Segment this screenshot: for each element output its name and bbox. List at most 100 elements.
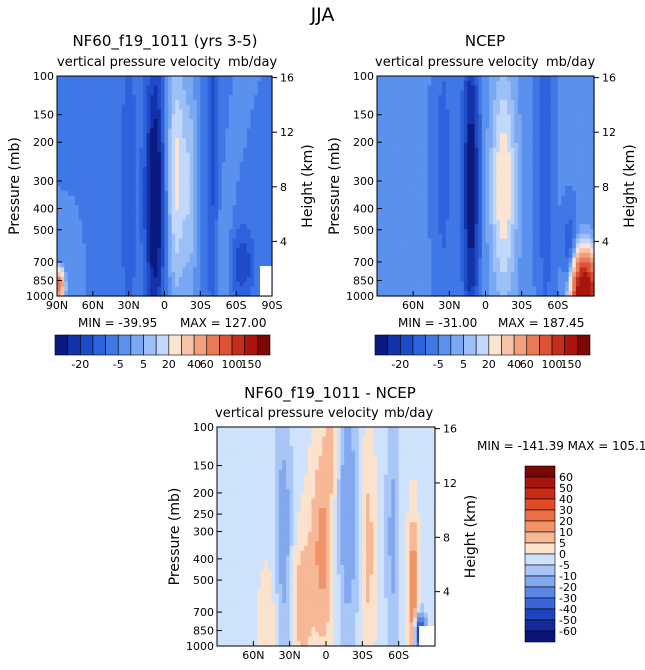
contour-cell: [211, 214, 216, 221]
contour-cell: [445, 186, 450, 192]
contour-cell: [121, 76, 126, 82]
contour-cell: [125, 85, 130, 91]
contour-cell: [405, 186, 411, 192]
contour-cell: [128, 286, 133, 292]
contour-cell: [521, 166, 526, 173]
contour-cell: [78, 152, 83, 158]
contour-cell: [153, 248, 158, 254]
contour-cell: [268, 76, 273, 82]
contour-cell: [536, 171, 541, 178]
contour-cell: [74, 76, 80, 82]
contour-cell: [175, 257, 180, 264]
contour-cell: [532, 147, 537, 154]
contour-cell: [416, 133, 421, 139]
contour-cell: [485, 281, 490, 288]
contour-cell: [434, 276, 440, 283]
contour-cell: [114, 171, 119, 178]
contour-cell: [207, 114, 212, 120]
contour-cell: [405, 257, 411, 264]
contour-cell: [525, 95, 530, 101]
contour-cell: [387, 104, 393, 111]
contour-cell: [78, 286, 83, 292]
contour-cell: [125, 200, 130, 206]
contour-cell: [150, 257, 155, 264]
contour-cell: [499, 109, 505, 115]
contour-cell: [384, 233, 389, 240]
contour-cell: [395, 233, 400, 240]
contour-cell: [257, 195, 262, 201]
contour-cell: [405, 166, 411, 173]
contour-cell: [460, 133, 465, 139]
contour-cell: [236, 104, 241, 111]
contour-cell: [416, 99, 421, 106]
contour-cell: [168, 262, 173, 268]
contour-cell: [496, 276, 501, 283]
contour-cell: [261, 133, 266, 139]
contour-cell: [85, 229, 90, 235]
contour-cell: [211, 171, 216, 178]
contour-cell: [232, 162, 237, 168]
contour-cell: [532, 262, 537, 268]
contour-cell: [478, 229, 483, 235]
contour-cell: [229, 257, 234, 264]
contour-cell: [452, 133, 458, 139]
contour-cell: [405, 123, 411, 130]
contour-cell: [377, 224, 382, 230]
contour-cell: [445, 176, 450, 182]
contour-cell: [514, 109, 519, 115]
contour-cell: [384, 166, 389, 173]
contour-cell: [496, 152, 501, 158]
contour-cell: [132, 281, 137, 288]
contour-cell: [218, 209, 223, 216]
contour-cell: [257, 205, 262, 211]
contour-cell: [539, 233, 544, 240]
contour-cell: [125, 229, 130, 235]
contour-cell: [424, 85, 429, 91]
contour-cell: [236, 95, 241, 101]
contour-cell: [121, 205, 126, 211]
contour-cell: [164, 128, 169, 134]
contour-cell: [186, 267, 191, 273]
contour-cell: [507, 147, 512, 154]
contour-cell: [431, 248, 436, 254]
contour-cell: [60, 257, 65, 264]
contour-cell: [203, 119, 209, 125]
contour-cell: [528, 176, 534, 182]
contour-cell: [452, 181, 458, 187]
contour-cell: [398, 157, 403, 163]
contour-cell: [539, 119, 544, 125]
contour-cell: [456, 123, 461, 130]
contour-cell: [460, 95, 465, 101]
contour-cell: [438, 147, 443, 154]
contour-cell: [427, 286, 432, 292]
contour-cell: [402, 90, 407, 96]
contour-cell: [532, 152, 537, 158]
contour-cell: [268, 243, 273, 249]
contour-cell: [452, 276, 458, 283]
contour-cell: [409, 171, 414, 178]
contour-cell: [452, 76, 458, 82]
contour-cell: [168, 114, 173, 120]
contour-cell: [103, 157, 108, 163]
contour-cell: [528, 262, 534, 268]
contour-cell: [128, 181, 133, 187]
contour-cell: [125, 104, 130, 111]
contour-cell: [474, 138, 479, 144]
contour-cell: [135, 243, 141, 249]
contour-cell: [214, 267, 219, 273]
contour-cell: [178, 166, 184, 173]
contour-cell: [250, 128, 255, 134]
contour-cell: [189, 281, 194, 288]
contour-cell: [196, 214, 201, 221]
contour-cell: [207, 109, 212, 115]
contour-cell: [467, 85, 472, 91]
contour-cell: [431, 85, 436, 91]
contour-cell: [60, 267, 65, 273]
contour-cell: [186, 157, 191, 163]
contour-cell: [168, 142, 173, 149]
contour-cell: [110, 176, 115, 182]
contour-cell: [221, 181, 227, 187]
contour-cell: [413, 76, 418, 82]
contour-cell: [60, 133, 65, 139]
contour-cell: [146, 257, 151, 264]
